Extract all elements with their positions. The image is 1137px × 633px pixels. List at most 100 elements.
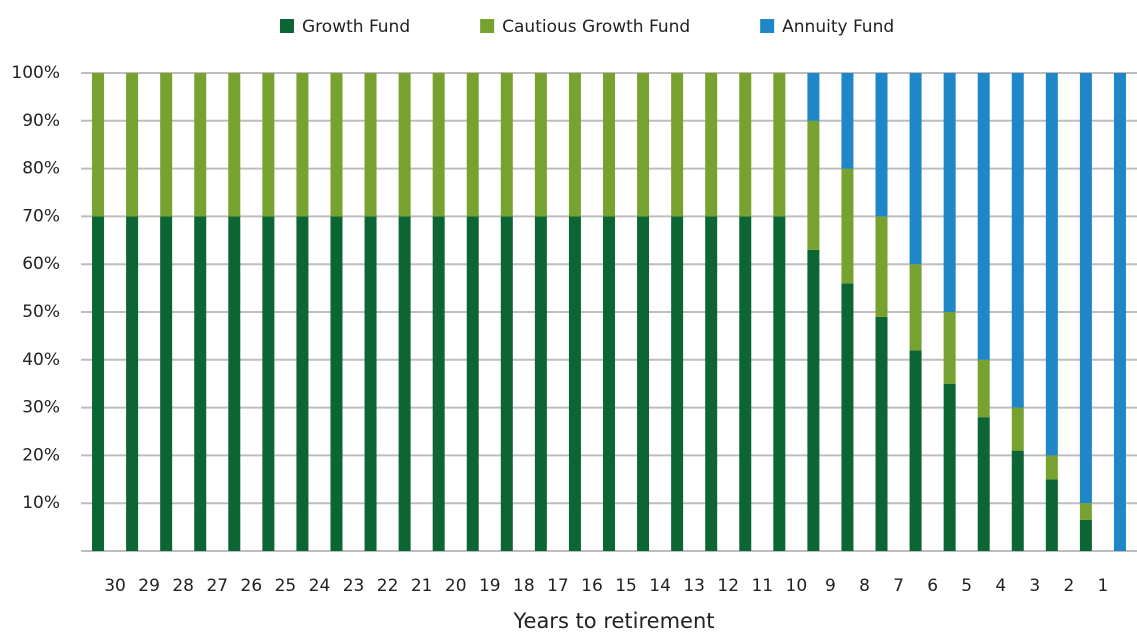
x-tick-label: 12 [717,576,739,596]
y-tick-label: 90% [22,111,60,131]
bar-segment [705,216,718,551]
x-tick-label: 16 [581,576,603,596]
bar-segment [807,249,820,552]
bar-segment [500,73,513,217]
bar-segment [466,73,479,217]
bar-segment [568,216,581,551]
y-tick-label: 30% [22,398,60,418]
bar-segment [1045,455,1058,480]
bar-segment [705,73,718,217]
bar-segment [1113,73,1126,551]
bar-segment [977,73,990,360]
x-tick-label: 5 [961,576,972,596]
bar-segment [807,120,820,250]
bar-segment [500,216,513,551]
bar-segment [160,73,173,217]
bar-segment [909,73,922,265]
bar-segment [160,216,173,551]
legend-label: Growth Fund [302,17,410,37]
x-tick-label: 14 [649,576,671,596]
bar-segment [228,73,241,217]
bar-segment [262,73,275,217]
bar-segment [330,216,343,551]
bar-segment [1045,479,1058,551]
bar-segment [875,216,888,317]
x-tick-label: 27 [206,576,228,596]
x-tick-label: 4 [995,576,1006,596]
x-tick-label: 18 [513,576,535,596]
bar-segment [671,216,684,551]
bar-segment [943,312,956,384]
x-tick-label: 1 [1098,576,1109,596]
bar-segment [875,73,888,217]
bar-segment [92,216,105,551]
y-tick-label: 70% [22,206,60,226]
x-tick-label: 30 [104,576,126,596]
bar-segment [909,350,922,551]
x-tick-label: 28 [172,576,194,596]
bar-segment [330,73,343,217]
legend-label: Annuity Fund [782,17,894,37]
x-axis-label: Years to retirement [512,609,714,633]
bar-segment [875,316,888,551]
bar-segment [943,383,956,551]
bar-segment [943,73,956,312]
y-tick-label: 60% [22,254,60,274]
bar-segment [1011,407,1024,451]
x-tick-label: 29 [138,576,160,596]
x-tick-label: 13 [683,576,705,596]
bar-segment [262,216,275,551]
y-tick-label: 10% [22,493,60,513]
bar-segment [432,216,445,551]
bar-segment [637,73,650,217]
bar-segment [194,216,207,551]
y-tick-label: 100% [11,63,60,83]
bar-segment [773,216,786,551]
x-tick-label: 6 [927,576,938,596]
bar-segment [841,283,854,551]
x-tick-label: 9 [825,576,836,596]
x-tick-label: 7 [893,576,904,596]
legend-swatch [480,19,495,33]
legend-swatch [760,19,775,33]
bar-segment [296,216,309,551]
x-tick-label: 19 [479,576,501,596]
bar-segment [807,73,820,121]
bar-segment [466,216,479,551]
y-tick-label: 40% [22,350,60,370]
bar-segment [228,216,241,551]
y-tick-label: 20% [22,445,60,465]
x-tick-label: 11 [751,576,773,596]
bar-segment [92,73,105,217]
bar-segment [1079,503,1092,520]
bar-segment [977,417,990,551]
bar-segment [126,216,139,551]
bar-segment [1079,73,1092,504]
bar-segment [603,73,615,217]
bar-segment [637,216,650,551]
bar-segment [739,73,752,217]
bar-segment [364,73,377,217]
bar-segment [671,73,684,217]
bar-segment [1011,450,1024,551]
x-tick-label: 8 [859,576,870,596]
bar-segment [1079,519,1092,551]
legend-label: Cautious Growth Fund [502,17,690,37]
bar-segment [739,216,752,551]
x-tick-label: 17 [547,576,569,596]
x-tick-label: 20 [445,576,467,596]
x-tick-label: 25 [275,576,297,596]
bar-segment [296,73,309,217]
bar-segment [773,73,786,217]
x-tick-label: 10 [786,576,808,596]
bar-segment [1011,73,1024,408]
x-tick-label: 24 [309,576,331,596]
bar-segment [398,73,411,217]
x-tick-label: 22 [377,576,399,596]
bar-segment [534,216,547,551]
bar-segment [603,216,615,551]
bar-segment [364,216,377,551]
bar-segment [977,359,990,418]
x-tick-label: 26 [241,576,263,596]
